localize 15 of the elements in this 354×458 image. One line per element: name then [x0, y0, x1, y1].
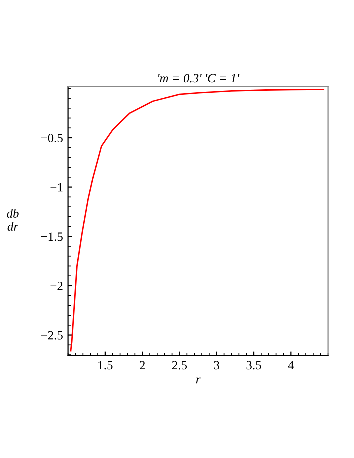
chart-title: 'm = 0.3' 'C = 1' [158, 74, 240, 83]
x-tick-label: 3.5 [246, 361, 262, 370]
x-tick-label: 2.5 [172, 361, 188, 370]
y-tick-label: −1.5 [41, 232, 63, 242]
y-tick-label: −2 [50, 282, 63, 290]
x-tick-label: 4 [288, 361, 294, 370]
y-tick-label: −1 [50, 183, 63, 192]
x-tick-label: 1.5 [98, 361, 113, 370]
x-tick-label: 2 [140, 361, 146, 370]
y-tick-label: −0.5 [41, 134, 63, 143]
x-axis-title: r [196, 378, 201, 384]
x-tick-label: 3 [214, 361, 220, 370]
y-tick-label: −2.5 [41, 331, 63, 340]
line-series [70, 88, 325, 352]
y-axis-title: db dr [7, 209, 19, 232]
